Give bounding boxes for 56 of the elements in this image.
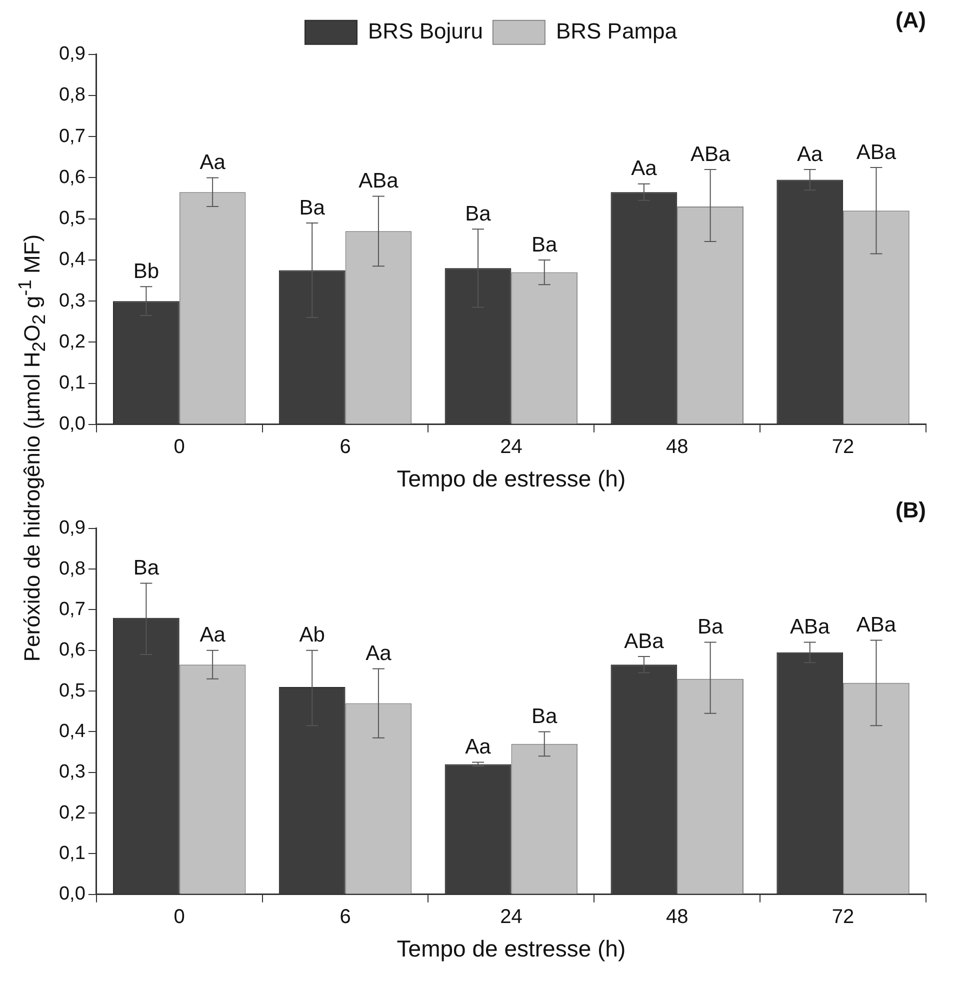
y-tick-label: 0,4 [58,720,86,742]
x-tick-label: 6 [340,906,351,928]
data-label: Ba [465,202,492,226]
x-tick-label: 48 [666,906,688,928]
data-label: Aa [200,151,226,174]
data-label: ABa [624,630,664,653]
y-tick-label: 0,1 [58,372,86,394]
data-label: ABa [690,142,730,166]
y-tick-label: 0,5 [58,208,86,230]
chart-title: (A) [895,7,926,32]
data-label: ABa [790,616,830,639]
x-tick-label: 6 [340,436,351,458]
x-tick-label: 0 [174,436,185,458]
y-tick-label: 0,6 [58,166,86,188]
data-label: ABa [856,614,896,637]
data-label: Aa [200,624,226,647]
y-tick-label: 0,1 [58,842,86,864]
x-tick-label: 48 [666,436,688,458]
y-tick-label: 0,2 [58,802,86,824]
x-axis-title: Tempo de estresse (h) [396,936,626,962]
chart-title: (B) [895,497,926,522]
data-label: Ba [299,196,326,220]
y-tick-label: 0,8 [58,558,86,580]
y-tick-label: 0,8 [58,84,86,106]
data-label: Ba [697,616,724,639]
data-label: Ba [532,705,558,728]
data-label: Aa [366,642,392,665]
legend-label: BRS Pampa [556,18,678,44]
x-tick-label: 72 [832,906,854,928]
y-tick-label: 0,0 [58,884,86,905]
legend-label: BRS Bojuru [368,18,483,44]
data-label: Aa [631,157,658,180]
y-tick-label: 0,3 [58,290,86,312]
y-tick-label: 0,2 [58,331,86,352]
y-tick-label: 0,4 [58,249,86,270]
x-tick-label: 72 [832,436,854,458]
data-label: Aa [465,736,492,759]
y-tick-label: 0,5 [58,680,86,702]
x-tick-label: 24 [500,906,522,928]
x-tick-label: 24 [500,436,522,458]
data-label: Aa [797,142,824,166]
data-label: Bb [133,260,160,283]
data-label: Ba [532,233,558,256]
data-label: ABa [358,170,399,193]
data-label: Ba [133,556,160,580]
y-tick-label: 0,7 [58,598,86,620]
data-label: ABa [856,140,896,164]
data-label: Ab [299,624,325,647]
y-tick-label: 0,7 [58,126,86,147]
x-tick-label: 0 [174,906,185,928]
y-tick-label: 0,9 [58,44,86,65]
y-tick-label: 0,6 [58,640,86,661]
x-axis-title: Tempo de estresse (h) [396,466,626,492]
y-tick-label: 0,3 [58,762,86,783]
y-tick-label: 0,9 [58,518,86,539]
y-tick-label: 0,0 [58,414,86,435]
